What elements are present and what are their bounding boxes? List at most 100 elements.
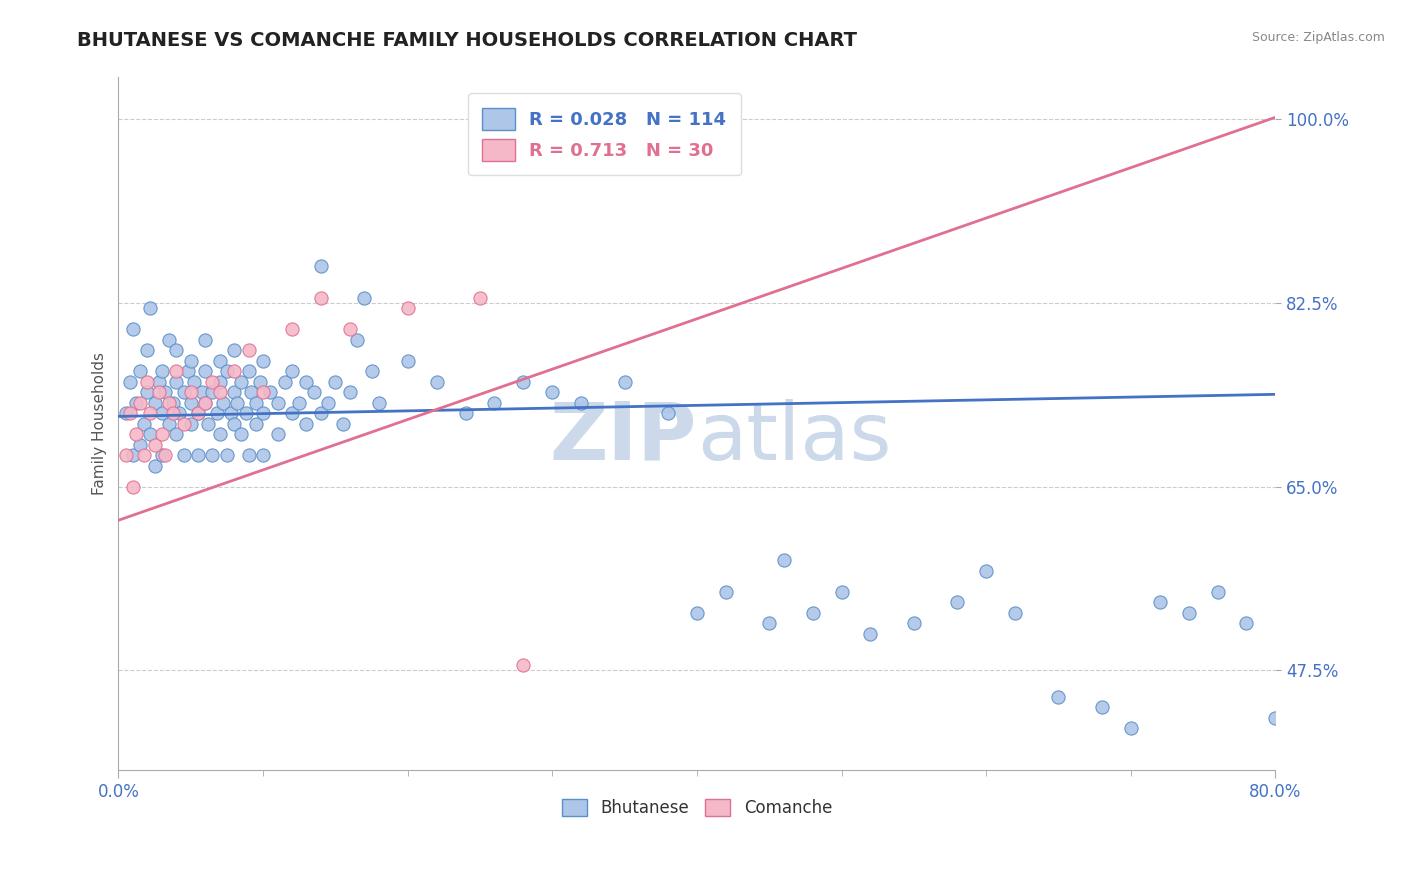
Point (1206, 584, 1229, 599)
Point (187, 406, 209, 420)
Point (396, 353, 419, 368)
Point (231, 427, 253, 442)
Point (245, 395, 267, 409)
Point (187, 406, 209, 420)
Point (122, 448, 145, 462)
Point (266, 427, 288, 442)
Point (758, 616, 780, 631)
Point (208, 385, 231, 400)
Point (118, 406, 141, 420)
Point (332, 417, 354, 431)
Point (187, 448, 209, 462)
Point (309, 291, 332, 305)
Point (281, 364, 304, 378)
Point (309, 260, 332, 274)
Point (657, 406, 679, 420)
Point (231, 375, 253, 389)
Point (238, 364, 260, 378)
Point (224, 343, 246, 358)
Point (541, 385, 564, 400)
Point (134, 417, 156, 431)
Point (150, 364, 173, 378)
Y-axis label: Family Households: Family Households (93, 352, 107, 495)
Point (162, 406, 184, 420)
Point (114, 406, 136, 420)
Point (183, 375, 205, 389)
Point (194, 333, 217, 347)
Text: atlas: atlas (697, 399, 891, 476)
Point (325, 375, 347, 389)
Point (129, 438, 152, 452)
Point (772, 553, 794, 567)
Point (252, 385, 274, 400)
Point (484, 395, 506, 409)
Point (165, 343, 187, 358)
Point (396, 301, 419, 316)
Point (139, 427, 162, 442)
Text: BHUTANESE VS COMANCHE FAMILY HOUSEHOLDS CORRELATION CHART: BHUTANESE VS COMANCHE FAMILY HOUSEHOLDS … (77, 31, 858, 50)
Point (1236, 616, 1258, 631)
Point (360, 364, 382, 378)
Point (1119, 721, 1142, 735)
Point (252, 353, 274, 368)
Point (136, 385, 159, 400)
Point (150, 448, 173, 462)
Point (235, 406, 257, 420)
Point (173, 448, 195, 462)
Legend: Bhutanese, Comanche: Bhutanese, Comanche (555, 792, 839, 824)
Point (148, 375, 170, 389)
Point (194, 395, 217, 409)
Point (259, 385, 281, 400)
Point (302, 385, 325, 400)
Point (1091, 700, 1114, 714)
Point (162, 395, 184, 409)
Point (180, 395, 202, 409)
Point (266, 395, 288, 409)
Point (201, 448, 224, 462)
Point (240, 385, 263, 400)
Point (859, 626, 882, 640)
Point (454, 406, 477, 420)
Point (249, 375, 271, 389)
Point (281, 406, 304, 420)
Point (201, 385, 224, 400)
Point (468, 291, 491, 305)
Point (180, 353, 202, 368)
Point (180, 385, 202, 400)
Point (177, 364, 200, 378)
Point (1264, 710, 1286, 724)
Point (173, 385, 195, 400)
Point (339, 385, 361, 400)
Point (122, 480, 145, 494)
Point (205, 406, 228, 420)
Point (191, 385, 214, 400)
Point (215, 364, 238, 378)
Point (346, 333, 368, 347)
Point (1004, 606, 1026, 620)
Point (512, 375, 534, 389)
Point (150, 427, 173, 442)
Point (252, 406, 274, 420)
Point (139, 301, 162, 316)
Point (129, 395, 152, 409)
Point (714, 584, 737, 599)
Point (122, 322, 145, 336)
Point (180, 417, 202, 431)
Point (201, 375, 224, 389)
Point (426, 375, 449, 389)
Text: Source: ZipAtlas.com: Source: ZipAtlas.com (1251, 31, 1385, 45)
Point (801, 606, 824, 620)
Point (208, 375, 231, 389)
Point (224, 385, 246, 400)
Point (150, 406, 173, 420)
Point (295, 417, 318, 431)
Point (1047, 690, 1070, 704)
Point (224, 417, 246, 431)
Point (1149, 595, 1171, 609)
Point (136, 343, 159, 358)
Point (165, 427, 187, 442)
Point (194, 395, 217, 409)
Point (238, 343, 260, 358)
Point (165, 364, 187, 378)
Point (143, 458, 166, 473)
